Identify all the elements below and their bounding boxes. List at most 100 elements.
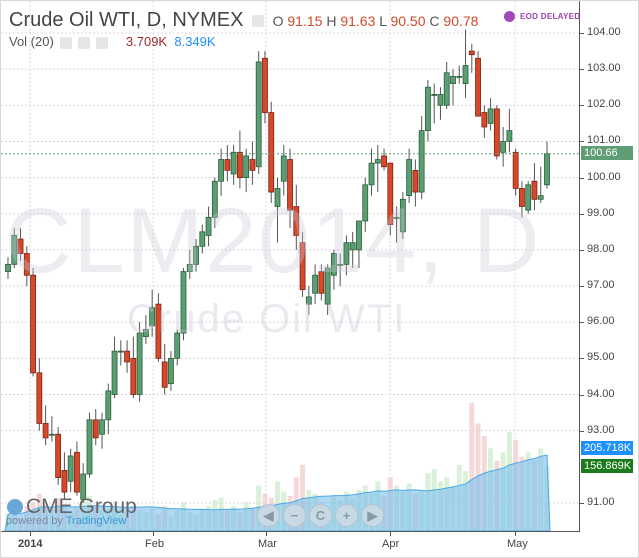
- price-tick: [580, 213, 584, 215]
- time-tick-label: Feb: [145, 538, 164, 550]
- price-tick: [580, 249, 584, 251]
- scroll-right-button[interactable]: ▶: [361, 504, 384, 527]
- candle-up: [186, 263, 193, 272]
- price-tick-label: 102.00: [587, 98, 621, 111]
- candle-down: [92, 419, 99, 439]
- volume-legend: Vol (20) 3.709K 8.349K: [9, 34, 216, 49]
- price-tick: [580, 177, 584, 179]
- zoom-in-button[interactable]: +: [335, 504, 358, 527]
- symbol-title: Crude Oil WTI, D, NYMEX: [9, 9, 244, 31]
- close-icon[interactable]: [96, 36, 109, 49]
- candle-up: [48, 433, 55, 436]
- candle-up: [393, 216, 400, 219]
- volume-tag: 156.869K: [581, 459, 633, 473]
- visibility-icon[interactable]: [60, 36, 73, 49]
- zoom-out-button[interactable]: −: [283, 504, 306, 527]
- candle-up: [544, 153, 550, 186]
- price-tick-label: 97.00: [587, 279, 615, 292]
- candle-up: [487, 108, 494, 124]
- candle-down: [161, 361, 168, 388]
- candle-up: [331, 253, 337, 276]
- candle-up: [324, 267, 331, 305]
- time-tick: [515, 532, 516, 536]
- globe-icon: [7, 499, 23, 515]
- candle-up: [255, 61, 262, 168]
- candle-up: [431, 94, 438, 96]
- price-tick: [580, 358, 584, 360]
- powered-by-tradingview[interactable]: powered by TradingView: [6, 515, 127, 527]
- price-tick-label: 104.00: [587, 26, 621, 38]
- candle-up: [456, 75, 463, 78]
- candle-up: [105, 390, 112, 421]
- candle-up: [193, 245, 199, 265]
- settings-icon[interactable]: [78, 36, 91, 49]
- candle-down: [36, 372, 43, 424]
- candle-up: [243, 155, 250, 179]
- reset-button[interactable]: C: [309, 504, 332, 527]
- watermark-symbol: CLM2014, D: [5, 190, 542, 292]
- volume-ma-area: [4, 454, 551, 532]
- price-tick-label: 103.00: [587, 62, 621, 75]
- candle-up: [99, 419, 105, 435]
- candle-down: [412, 169, 419, 193]
- candle-up: [5, 263, 11, 272]
- price-tick-label: 95.00: [587, 351, 615, 364]
- volume-label: Vol (20): [9, 34, 54, 49]
- price-tick: [580, 430, 584, 432]
- price-tick-label: 99.00: [587, 206, 615, 219]
- calendar-icon: [504, 11, 515, 22]
- time-tick: [390, 532, 391, 536]
- candle-up: [406, 159, 413, 197]
- candle-down: [531, 180, 538, 200]
- candle-down: [468, 50, 475, 56]
- price-chart-plot[interactable]: [1, 1, 580, 532]
- candle-down: [387, 162, 394, 225]
- candle-up: [362, 184, 369, 222]
- candle-up: [349, 242, 356, 251]
- candle-up: [343, 242, 350, 265]
- price-tick-label: 93.00: [587, 423, 615, 436]
- candle-up: [174, 332, 181, 359]
- candle-up: [399, 198, 406, 233]
- price-tick-label: 91.00: [587, 495, 615, 508]
- candle-down: [381, 155, 387, 168]
- time-tick-label: 2014: [18, 538, 43, 550]
- price-tick: [580, 141, 584, 143]
- candle-up: [305, 296, 312, 305]
- candle-up: [218, 159, 224, 182]
- candle-down: [287, 159, 293, 211]
- price-tick: [580, 105, 584, 107]
- last-price-tag: 100.66: [581, 145, 633, 160]
- candle-down: [249, 159, 256, 171]
- candle-down: [293, 206, 300, 236]
- candle-down: [475, 57, 481, 117]
- candle-up: [142, 329, 149, 338]
- candle-down: [481, 112, 488, 128]
- volume-ma-tag: 205.718K: [581, 441, 633, 455]
- time-tick: [266, 532, 267, 536]
- candle-up: [443, 72, 450, 106]
- scroll-left-button[interactable]: ◀: [257, 504, 280, 527]
- time-tick-label: Mar: [258, 538, 277, 550]
- chart-navigation: ◀ − C + ▶: [257, 504, 384, 527]
- candle-up: [86, 419, 93, 475]
- price-tick-label: 94.00: [587, 387, 615, 400]
- candle-down: [55, 433, 62, 479]
- series-legend: Crude Oil WTI, D, NYMEX O 91.15 H 91.63 …: [9, 9, 478, 32]
- candle-up: [506, 130, 513, 142]
- candle-up: [312, 274, 319, 294]
- candle-down: [155, 303, 162, 359]
- candle-up: [525, 184, 532, 211]
- candle-down: [268, 112, 275, 193]
- time-tick-label: Apr: [382, 538, 400, 550]
- candle-down: [42, 423, 49, 439]
- price-tick-label: 96.00: [587, 315, 615, 328]
- candle-up: [111, 350, 118, 395]
- price-tick: [580, 33, 584, 34]
- settings-icon[interactable]: [252, 14, 265, 27]
- candle-down: [519, 188, 525, 207]
- candle-up: [180, 271, 187, 334]
- candle-down: [318, 271, 325, 294]
- candle-down: [299, 242, 306, 291]
